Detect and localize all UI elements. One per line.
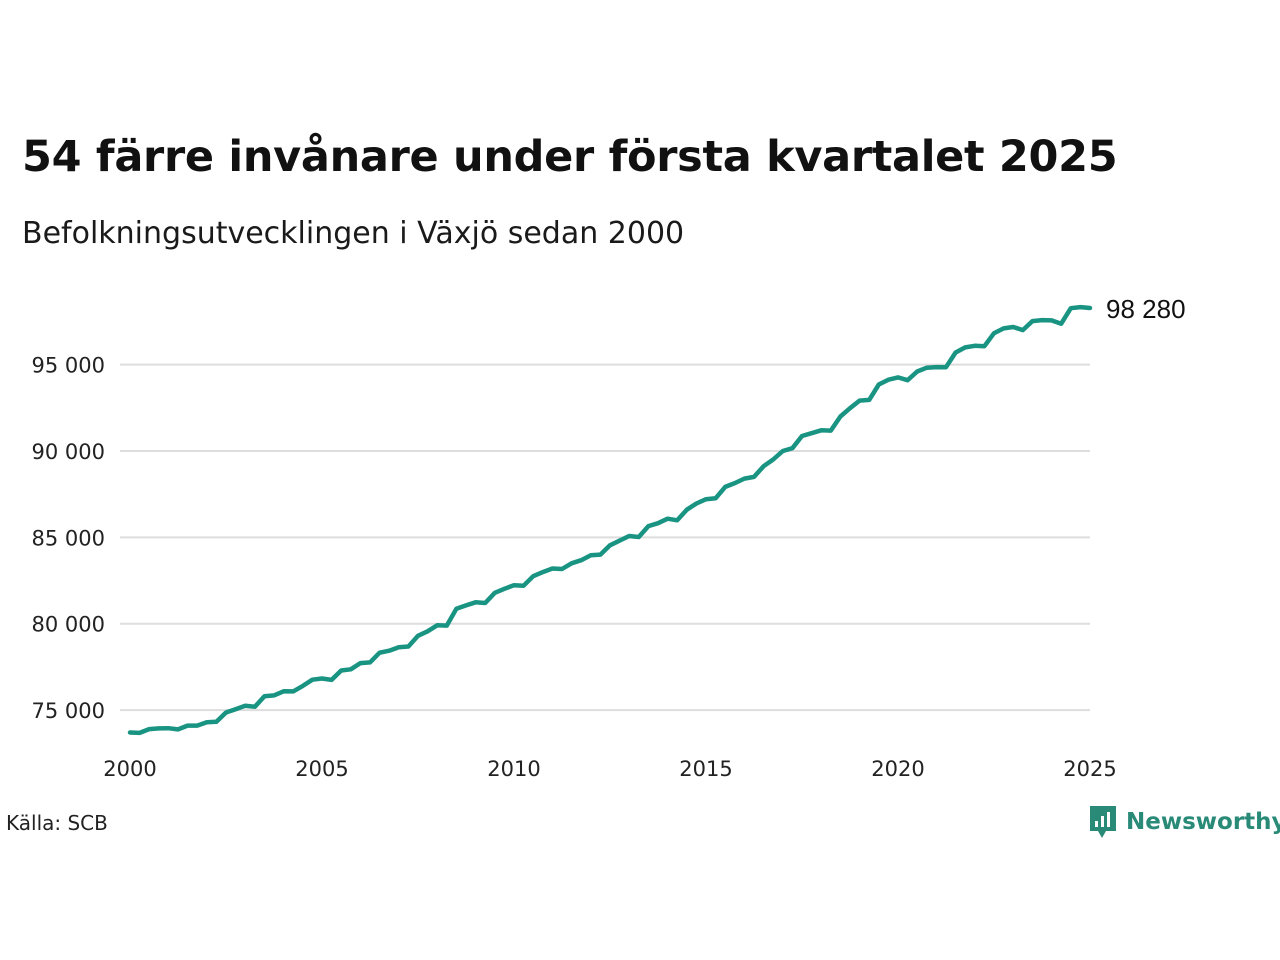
source-note: Källa: SCB (6, 811, 108, 835)
end-value-label: 98 280 (1106, 294, 1186, 324)
y-tick-label: 80 000 (32, 613, 105, 637)
x-tick-label: 2020 (871, 757, 924, 781)
y-tick-label: 95 000 (32, 354, 105, 378)
y-tick-label: 85 000 (32, 526, 105, 550)
population-line (127, 304, 1093, 736)
gridlines (120, 363, 1090, 712)
chart-subtitle: Befolkningsutvecklingen i Växjö sedan 20… (22, 216, 685, 251)
y-axis-ticks: 75 000 80 000 85 000 90 000 95 000 (32, 354, 105, 723)
x-tick-label: 2005 (295, 757, 348, 781)
brand-name: Newsworthy (1126, 809, 1280, 835)
newsworthy-logo[interactable]: Newsworthy (1088, 804, 1280, 840)
y-tick-label: 90 000 (32, 440, 105, 464)
x-axis-ticks: 2000 2005 2010 2015 2020 2025 (103, 757, 1116, 781)
y-tick-label: 75 000 (32, 699, 105, 723)
x-tick-label: 2000 (103, 757, 156, 781)
x-tick-label: 2015 (679, 757, 732, 781)
newsworthy-logo-icon (1090, 806, 1116, 838)
chart-title: 54 färre invånare under första kvartalet… (22, 132, 1118, 182)
x-tick-label: 2025 (1063, 757, 1116, 781)
x-tick-label: 2010 (487, 757, 540, 781)
